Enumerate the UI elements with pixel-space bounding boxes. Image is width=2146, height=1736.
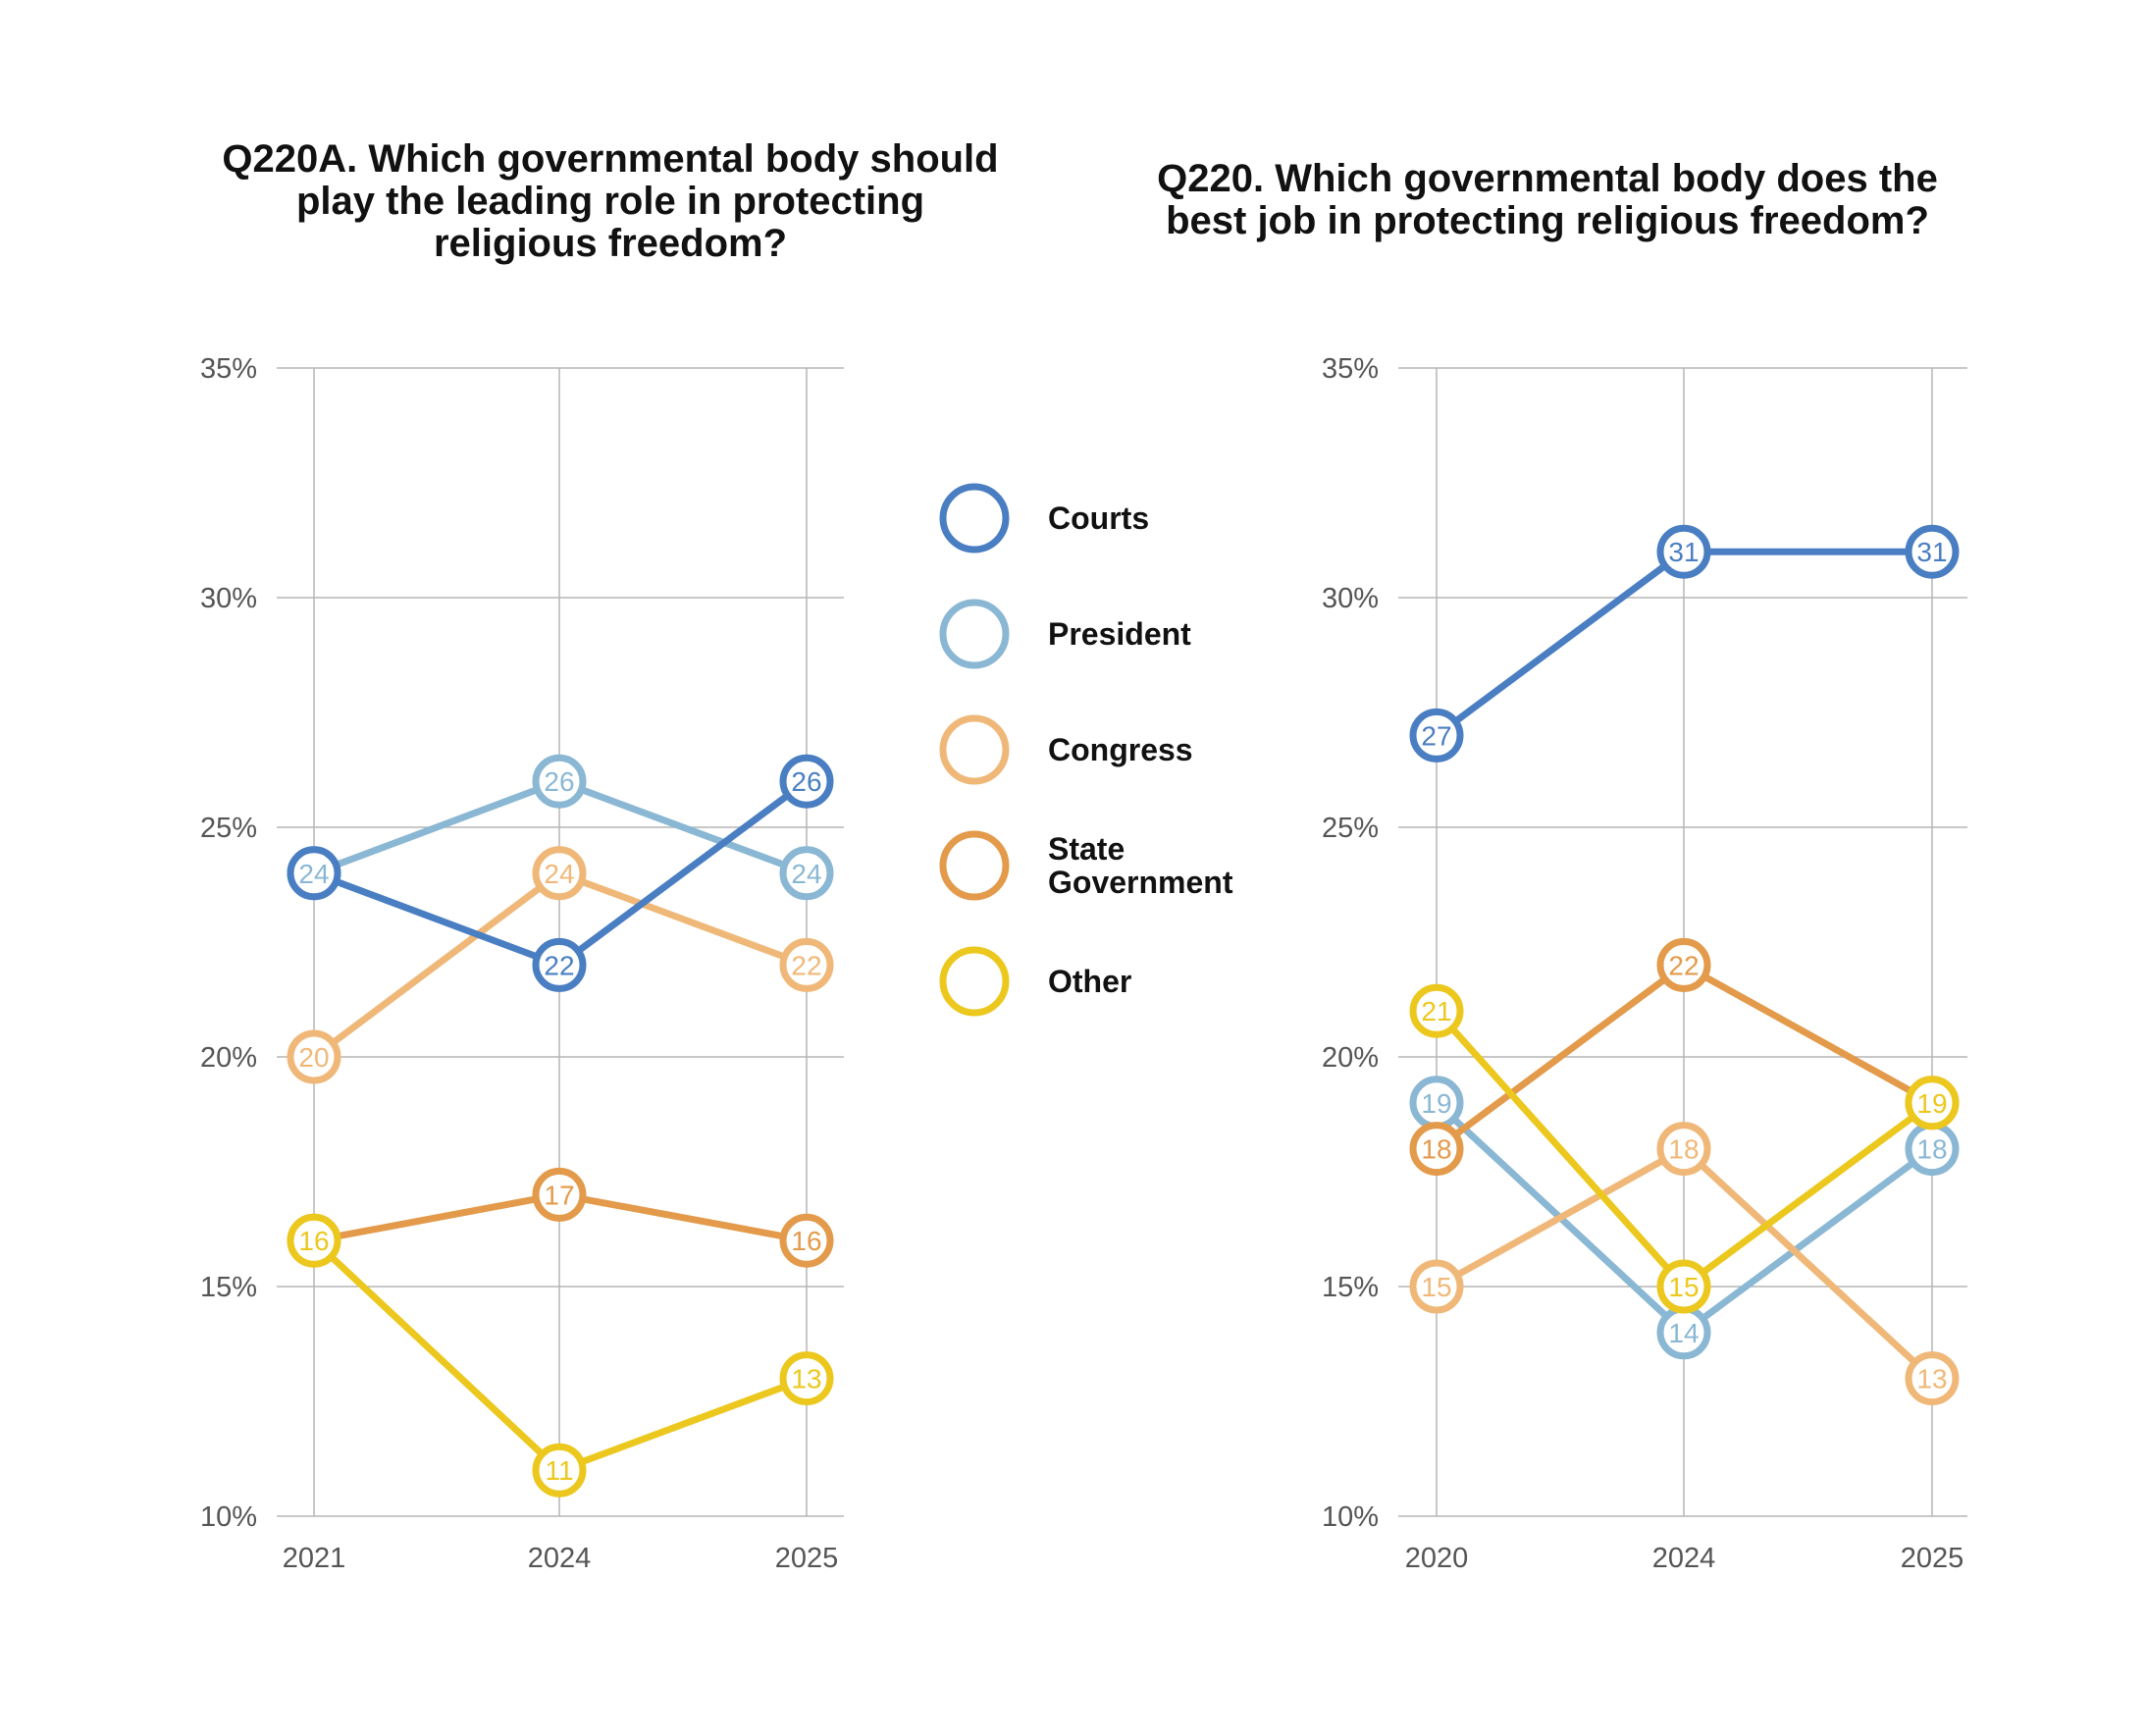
data-point-congress (532, 846, 587, 901)
x-tick-label: 2021 (283, 1543, 346, 1574)
data-label-congress: 18 (1668, 1134, 1699, 1165)
data-label-president: 24 (791, 859, 821, 889)
data-point-state (779, 1213, 834, 1268)
data-label-courts: 31 (1668, 537, 1699, 567)
data-point-state (532, 1167, 587, 1222)
data-label-president: 14 (1668, 1318, 1699, 1348)
data-point-other (779, 1351, 834, 1406)
data-label-president: 19 (1421, 1088, 1451, 1119)
x-tick-label: 2025 (1901, 1543, 1964, 1574)
chart-title-line: religious freedom? (434, 222, 787, 265)
y-tick-label: 15% (1322, 1272, 1379, 1303)
x-tick-label: 2024 (528, 1543, 592, 1574)
data-label-other: 19 (1916, 1088, 1947, 1119)
data-point-congress (1656, 1122, 1711, 1177)
legend-label-courts: Courts (1048, 500, 1149, 536)
data-label-congress: 20 (298, 1042, 329, 1073)
data-label-president: 18 (1916, 1134, 1947, 1165)
chart-title-line: play the leading role in protecting (296, 180, 924, 223)
data-point-courts (1409, 708, 1464, 763)
y-tick-label: 10% (200, 1501, 257, 1533)
data-point-courts (1656, 524, 1711, 579)
data-label-state: 22 (1668, 950, 1699, 980)
data-label-other: 21 (1421, 996, 1451, 1026)
y-tick-label: 30% (200, 583, 257, 614)
data-label-other: 15 (1668, 1272, 1699, 1302)
data-label-courts: 31 (1916, 537, 1947, 567)
data-point-courts (1905, 524, 1960, 579)
data-label-state: 17 (544, 1180, 574, 1210)
data-label-congress: 22 (791, 950, 821, 980)
legend-label-state: State (1048, 831, 1125, 867)
data-label-courts: 26 (791, 766, 821, 797)
legend-label-other: Other (1048, 964, 1131, 999)
data-point-other (1905, 1076, 1960, 1131)
data-point-other (1409, 983, 1464, 1038)
y-tick-label: 35% (200, 353, 257, 385)
data-point-state (1656, 937, 1711, 992)
chart-title-line: Q220. Which governmental body does the (1157, 157, 1938, 200)
data-label-state: 18 (1421, 1134, 1451, 1165)
chart-best-job: Q220. Which governmental body does thebe… (1157, 157, 1967, 1574)
legend-label-president: President (1048, 616, 1191, 652)
y-tick-label: 25% (1322, 813, 1379, 844)
x-tick-label: 2025 (775, 1543, 839, 1574)
y-tick-label: 15% (200, 1272, 257, 1303)
legend-marker-president (939, 599, 1010, 669)
y-tick-label: 35% (1322, 353, 1379, 385)
legend-marker-other (939, 946, 1010, 1017)
data-point-courts (287, 846, 341, 901)
legend-label-congress: Congress (1048, 732, 1193, 767)
data-point-other (287, 1213, 341, 1268)
y-tick-label: 30% (1322, 583, 1379, 614)
data-point-courts (779, 754, 834, 809)
data-label-congress: 24 (544, 859, 574, 889)
data-label-congress: 15 (1421, 1272, 1451, 1302)
chart-title-line: Q220A. Which governmental body should (222, 137, 998, 181)
legend-marker-congress (939, 714, 1010, 785)
data-point-president (532, 754, 587, 809)
data-point-congress (1409, 1259, 1464, 1314)
y-tick-label: 20% (200, 1042, 257, 1074)
data-point-state (1409, 1122, 1464, 1177)
data-label-courts: 27 (1421, 720, 1451, 751)
data-label-courts: 22 (544, 950, 574, 980)
data-point-congress (779, 937, 834, 992)
data-label-state: 16 (791, 1226, 821, 1256)
data-label-other: 13 (791, 1364, 821, 1394)
data-point-congress (1905, 1351, 1960, 1406)
data-label-other: 16 (298, 1226, 329, 1256)
y-tick-label: 25% (200, 813, 257, 844)
data-point-congress (287, 1029, 341, 1084)
y-tick-label: 10% (1322, 1501, 1379, 1533)
chart-title-line: best job in protecting religious freedom… (1166, 199, 1929, 242)
data-label-president: 26 (544, 766, 574, 797)
data-point-other (1656, 1259, 1711, 1314)
data-label-president: 24 (298, 859, 329, 889)
data-point-other (532, 1443, 587, 1498)
legend-label-state: Government (1048, 865, 1233, 900)
x-tick-label: 2020 (1405, 1543, 1469, 1574)
x-tick-label: 2024 (1652, 1543, 1716, 1574)
legend-marker-state (939, 830, 1010, 901)
y-tick-label: 20% (1322, 1042, 1379, 1074)
data-point-president (779, 846, 834, 901)
data-label-congress: 13 (1916, 1364, 1947, 1394)
data-label-other: 11 (545, 1455, 573, 1486)
data-point-courts (532, 937, 587, 992)
legend-marker-courts (939, 483, 1010, 553)
chart-leading-role: Q220A. Which governmental body shouldpla… (200, 137, 999, 1574)
